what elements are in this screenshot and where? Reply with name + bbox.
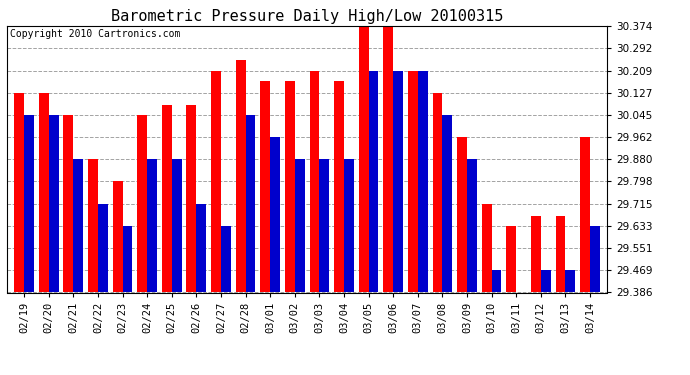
- Bar: [457, 137, 467, 292]
- Bar: [334, 81, 344, 292]
- Bar: [580, 137, 590, 292]
- Text: Copyright 2010 Cartronics.com: Copyright 2010 Cartronics.com: [10, 29, 180, 39]
- Bar: [24, 115, 34, 292]
- Bar: [221, 226, 230, 292]
- Bar: [482, 204, 491, 292]
- Bar: [172, 159, 181, 292]
- Bar: [541, 270, 551, 292]
- Bar: [186, 105, 197, 292]
- Bar: [310, 71, 319, 292]
- Bar: [49, 115, 59, 292]
- Bar: [270, 137, 280, 292]
- Bar: [319, 159, 329, 292]
- Bar: [467, 159, 477, 292]
- Bar: [73, 159, 83, 292]
- Bar: [39, 93, 49, 292]
- Title: Barometric Pressure Daily High/Low 20100315: Barometric Pressure Daily High/Low 20100…: [111, 9, 503, 24]
- Bar: [211, 71, 221, 292]
- Bar: [344, 159, 354, 292]
- Bar: [417, 71, 428, 292]
- Bar: [565, 270, 575, 292]
- Bar: [197, 204, 206, 292]
- Bar: [295, 159, 304, 292]
- Bar: [123, 226, 132, 292]
- Bar: [506, 226, 516, 292]
- Bar: [246, 115, 255, 292]
- Bar: [531, 216, 541, 292]
- Bar: [384, 26, 393, 292]
- Bar: [63, 115, 73, 292]
- Bar: [112, 182, 123, 292]
- Bar: [88, 159, 98, 292]
- Bar: [590, 226, 600, 292]
- Bar: [137, 115, 147, 292]
- Bar: [442, 115, 452, 292]
- Bar: [359, 26, 368, 292]
- Bar: [260, 81, 270, 292]
- Bar: [368, 71, 378, 292]
- Bar: [147, 159, 157, 292]
- Bar: [393, 71, 403, 292]
- Bar: [14, 93, 24, 292]
- Bar: [236, 60, 246, 292]
- Bar: [98, 204, 108, 292]
- Bar: [408, 71, 417, 292]
- Bar: [285, 81, 295, 292]
- Bar: [433, 93, 442, 292]
- Bar: [162, 105, 172, 292]
- Bar: [491, 270, 502, 292]
- Bar: [555, 216, 565, 292]
